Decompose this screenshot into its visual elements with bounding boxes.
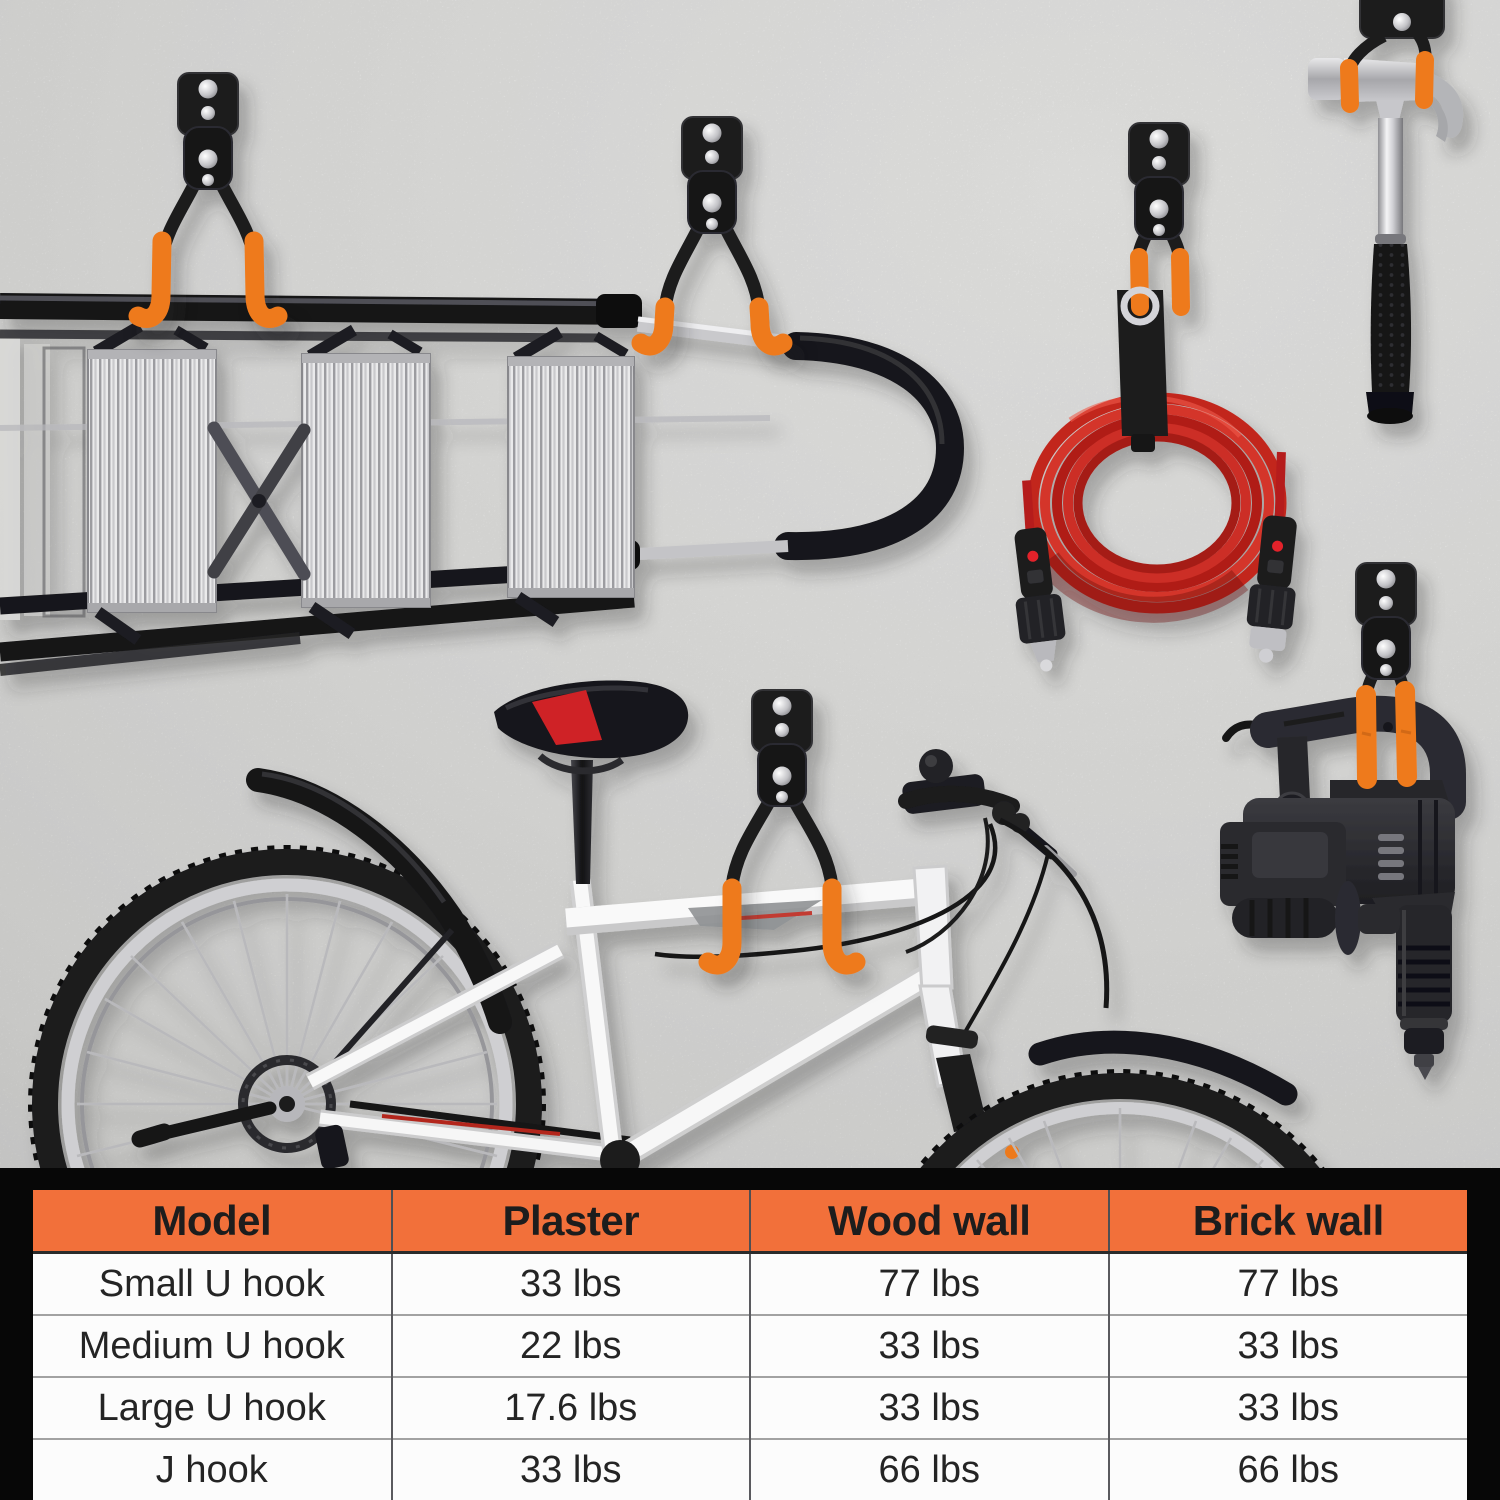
red-cord-coil <box>1027 392 1287 623</box>
plaster-wall <box>0 0 1500 1168</box>
ladder-step <box>507 326 635 628</box>
frame-decal <box>688 900 822 930</box>
table-row: Medium U hook 22 lbs 33 lbs 33 lbs <box>33 1314 1467 1377</box>
bike-front-wheel <box>915 984 1325 1168</box>
bike-frame <box>305 878 1019 1168</box>
cell-wood: 33 lbs <box>749 1376 1109 1439</box>
cell-brick: 77 lbs <box>1107 1252 1467 1315</box>
bike-rear-wheel <box>28 845 546 1168</box>
cell-brick: 33 lbs <box>1107 1314 1467 1377</box>
table-row: J hook 33 lbs 66 lbs 66 lbs <box>33 1438 1467 1500</box>
table-row: Small U hook 33 lbs 77 lbs 77 lbs <box>33 1252 1467 1315</box>
cell-wood: 77 lbs <box>749 1252 1109 1315</box>
u-hook-bike <box>698 689 866 975</box>
strap-grommet <box>1120 286 1160 326</box>
cell-brick: 33 lbs <box>1107 1376 1467 1439</box>
cell-wood: 33 lbs <box>749 1314 1109 1377</box>
folding-step-ladder <box>0 293 965 676</box>
cell-plaster: 22 lbs <box>390 1314 750 1377</box>
cell-brick: 66 lbs <box>1107 1438 1467 1500</box>
col-header-wood-wall: Wood wall <box>749 1190 1109 1254</box>
cell-model: Medium U hook <box>33 1314 392 1377</box>
extension-cord-on-hook <box>1014 122 1297 672</box>
cord-plug-right <box>1246 451 1297 663</box>
u-hook-right <box>1355 562 1417 789</box>
photo-scene <box>0 0 1500 1168</box>
cell-model: Large U hook <box>33 1376 392 1439</box>
ladder-step <box>301 324 431 639</box>
col-header-plaster: Plaster <box>390 1190 750 1254</box>
u-hook-top-right <box>1340 0 1445 113</box>
bicycle <box>28 680 1325 1168</box>
cell-wood: 66 lbs <box>749 1438 1109 1500</box>
table-row: Large U hook 17.6 lbs 33 lbs 33 lbs <box>33 1376 1467 1439</box>
bike-handlebar <box>654 749 1110 1053</box>
u-hook-top-center <box>631 116 793 356</box>
cell-model: J hook <box>33 1438 392 1500</box>
cord-plug-left <box>1014 480 1066 672</box>
col-header-brick-wall: Brick wall <box>1107 1190 1467 1254</box>
front-fender <box>1028 1030 1298 1106</box>
bike-saddle <box>494 680 689 884</box>
claw-hammer-on-hook <box>1308 0 1464 424</box>
ladder-step <box>87 320 217 645</box>
spec-table-band: Model Plaster Wood wall Brick wall Small… <box>0 1168 1500 1500</box>
u-hook-top-left <box>128 72 288 328</box>
col-header-model: Model <box>33 1190 392 1254</box>
load-capacity-table: Model Plaster Wood wall Brick wall Small… <box>33 1190 1467 1500</box>
cell-model: Small U hook <box>33 1252 392 1315</box>
hanging-strap <box>1117 290 1168 436</box>
cell-plaster: 33 lbs <box>390 1438 750 1500</box>
table-header-row: Model Plaster Wood wall Brick wall <box>33 1190 1467 1254</box>
cell-plaster: 17.6 lbs <box>390 1376 750 1439</box>
rotary-hammer-drill <box>1220 562 1466 1080</box>
cell-plaster: 33 lbs <box>390 1252 750 1315</box>
